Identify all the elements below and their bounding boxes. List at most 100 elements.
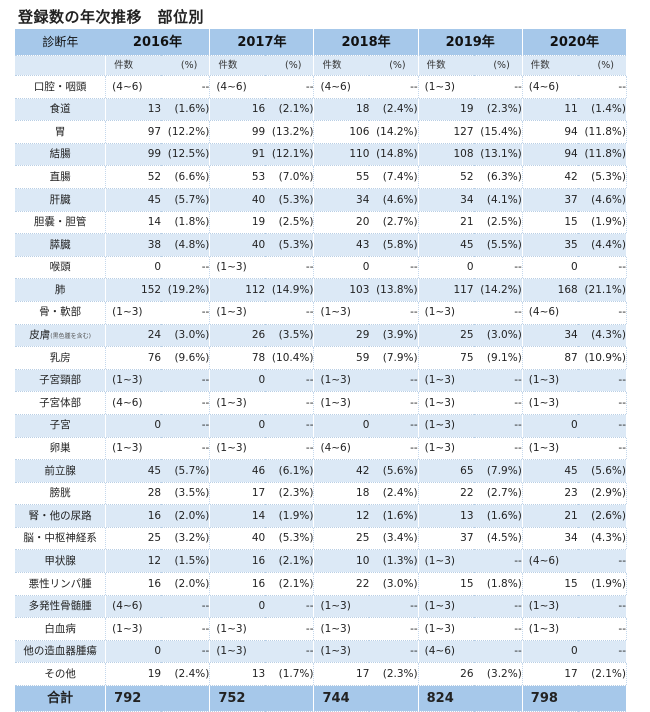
percent-cell: (2.4%) xyxy=(369,482,419,506)
count-cell: 11 xyxy=(522,98,578,122)
subheader-pct: (%) xyxy=(265,55,315,76)
count-cell: 15 xyxy=(418,572,474,596)
count-cell: 23 xyxy=(522,482,578,506)
percent-cell: (3.0%) xyxy=(369,572,419,596)
count-cell: (1~3) xyxy=(418,391,474,415)
percent-cell: (3.5%) xyxy=(161,482,211,506)
row-label: 悪性リンパ腫 xyxy=(28,577,92,590)
count-cell: 16 xyxy=(209,572,266,596)
percent-cell: -- xyxy=(161,75,211,99)
row-label-cell: 皮膚(黒色腫を含む) xyxy=(15,324,107,348)
table-row: 胆嚢・胆管 14 (1.8%) 19 (2.5%) 20 (2.7%) 21 (2.5%) 15(… xyxy=(15,211,627,235)
row-label-cell: 肺 xyxy=(15,278,107,302)
percent-cell: (2.4%) xyxy=(369,98,419,122)
percent-cell: (4.3%) xyxy=(577,527,627,551)
table-row: 胃 97 (12.2%) 99 (13.2%) 106 (14.2%) 127 (15.4%) 9… xyxy=(15,120,627,144)
percent-cell: (9.6%) xyxy=(161,346,211,370)
percent-cell: (2.0%) xyxy=(161,504,211,528)
count-cell: 91 xyxy=(209,143,266,167)
percent-cell: (5.3%) xyxy=(265,233,315,257)
row-label: 前立腺 xyxy=(44,464,76,477)
row-label: 口腔・咽頭 xyxy=(33,80,87,93)
count-cell: 45 xyxy=(418,233,474,257)
table-row: 卵巣 (1~3) -- (1~3) -- (4~6) -- (1~3) -- (1~3) -- xyxy=(15,437,627,461)
percent-cell: (14.8%) xyxy=(369,143,419,167)
percent-cell: (5.3%) xyxy=(265,188,315,212)
percent-cell: -- xyxy=(473,75,523,99)
percent-cell: (6.1%) xyxy=(265,459,315,483)
percent-cell: -- xyxy=(369,595,419,619)
count-cell: (1~3) xyxy=(522,617,578,641)
percent-cell: (3.9%) xyxy=(369,324,419,348)
table-row: 食道 13 (1.6%) 16 (2.1%) 18 (2.4%) 19 (2.3%) 11 (1.4… xyxy=(15,98,627,122)
row-label: 骨・軟部 xyxy=(39,306,82,319)
percent-cell: -- xyxy=(161,617,211,641)
count-cell: 0 xyxy=(105,640,162,664)
count-cell: (1~3) xyxy=(418,437,474,461)
count-cell: 34 xyxy=(313,188,370,212)
row-label: 脳・中枢神経系 xyxy=(23,532,97,545)
subheader-count: 件数 xyxy=(418,55,474,76)
percent-cell: (3.2%) xyxy=(161,527,211,551)
count-cell: 0 xyxy=(313,256,370,280)
percent-cell: -- xyxy=(265,301,315,325)
percent-cell: -- xyxy=(161,640,211,664)
count-cell: 13 xyxy=(209,662,266,687)
count-cell: (4~6) xyxy=(522,301,578,325)
count-cell: 110 xyxy=(313,143,370,167)
percent-cell: (4.4%) xyxy=(577,233,627,257)
row-label: 乳房 xyxy=(49,351,71,364)
count-cell: 26 xyxy=(209,324,266,348)
table-row: 口腔・咽頭 (4~6) -- (4~6) -- (4~6) -- (1~3) -- (4~6) -- xyxy=(15,75,627,99)
percent-cell: -- xyxy=(473,369,523,393)
count-cell: (1~3) xyxy=(209,301,266,325)
percent-cell: (10.4%) xyxy=(265,346,315,370)
row-label-cell: 直腸 xyxy=(15,165,107,189)
percent-cell: -- xyxy=(369,391,419,415)
table-row: 子宮頸部 (1~3) -- 0 -- (1~3) -- (1~3) -- (1~3) -- xyxy=(15,369,627,393)
percent-cell: (1.6%) xyxy=(369,504,419,528)
count-cell: 0 xyxy=(522,256,578,280)
percent-cell: (2.1%) xyxy=(577,662,627,687)
count-cell: 168 xyxy=(522,278,578,302)
percent-cell: (3.5%) xyxy=(265,324,315,348)
count-cell: 15 xyxy=(522,572,578,596)
row-label-cell: 膀胱 xyxy=(15,482,107,506)
header-row-years: 診断年 2016年 2017年 2018年 2019年 2020年 xyxy=(15,29,628,56)
percent-cell: -- xyxy=(161,301,211,325)
row-label: 多発性骨髄腫 xyxy=(28,600,92,613)
count-cell: 127 xyxy=(418,120,474,144)
count-cell: (1~3) xyxy=(313,617,370,641)
count-cell: 25 xyxy=(105,527,162,551)
percent-cell: (11.8%) xyxy=(577,143,627,167)
count-cell: 25 xyxy=(313,527,370,551)
table-row: 白血病 (1~3) -- (1~3) -- (1~3) -- (1~3) -- (1~3) -- xyxy=(15,617,627,641)
percent-cell: (13.2%) xyxy=(265,120,315,144)
subheader-pct: (%) xyxy=(161,55,211,76)
percent-cell: (1.8%) xyxy=(473,572,523,596)
count-cell: (1~3) xyxy=(418,595,474,619)
table-row: 肝臓 45 (5.7%) 40 (5.3%) 34 (4.6%) 34 (4.1%) 37 (4.6… xyxy=(15,188,627,212)
row-label: 食道 xyxy=(49,103,71,116)
row-label-cell: 骨・軟部 xyxy=(15,301,107,325)
percent-cell: (2.1%) xyxy=(265,549,315,574)
percent-cell: (13.1%) xyxy=(473,143,523,167)
count-cell: 18 xyxy=(313,482,370,506)
row-label-cell: 口腔・咽頭 xyxy=(15,75,107,99)
count-cell: 34 xyxy=(522,324,578,348)
count-cell: 45 xyxy=(105,459,162,483)
percent-cell: (5.3%) xyxy=(577,165,627,189)
percent-cell: (5.6%) xyxy=(369,459,419,483)
count-cell: 20 xyxy=(313,211,370,235)
percent-cell: -- xyxy=(265,617,315,641)
count-cell: (1~3) xyxy=(418,617,474,641)
table-row: 結腸 99 (12.5%) 91 (12.1%) 110 (14.8%) 108 (13.1%)… xyxy=(15,143,627,167)
count-cell: (4~6) xyxy=(313,75,370,99)
count-cell: 99 xyxy=(209,120,266,144)
count-cell: 22 xyxy=(313,572,370,596)
row-label-cell: その他 xyxy=(15,662,107,687)
count-cell: 0 xyxy=(522,640,578,664)
percent-cell: -- xyxy=(369,414,419,438)
percent-cell: (1.4%) xyxy=(577,98,627,122)
count-cell: 0 xyxy=(105,256,162,280)
